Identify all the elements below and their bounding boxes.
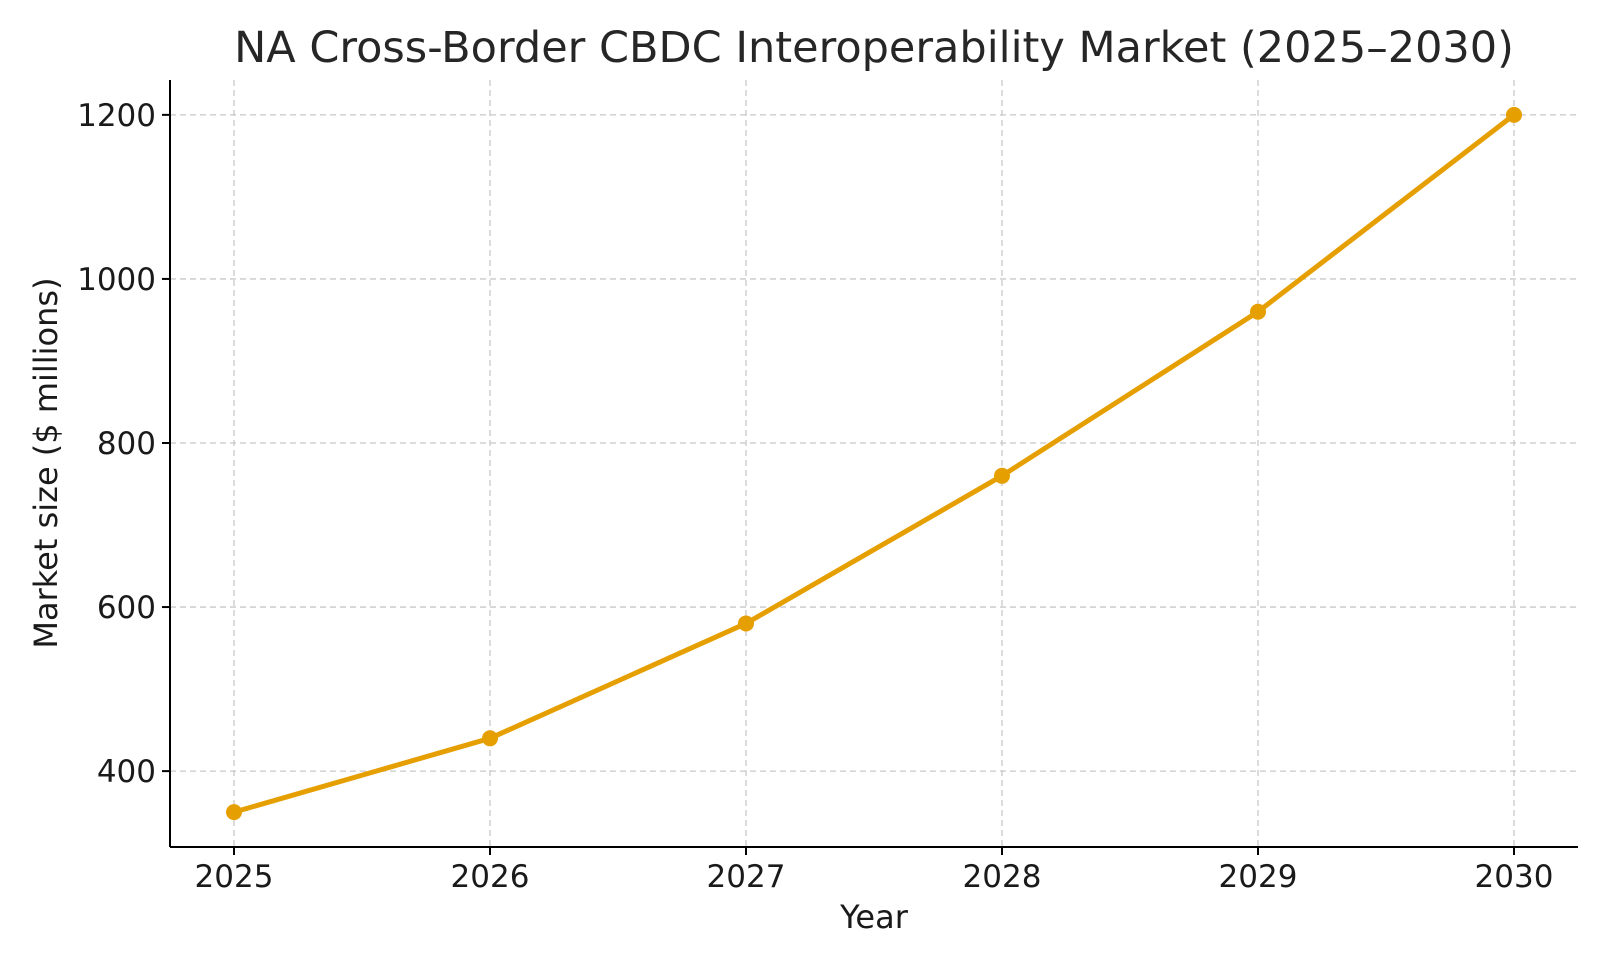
x-tick-label: 2028 (963, 859, 1042, 895)
y-tick-label: 400 (97, 754, 156, 790)
grid (170, 80, 1578, 847)
data-point (994, 467, 1010, 484)
data-point (1506, 106, 1522, 123)
x-tick-label: 2030 (1475, 859, 1554, 895)
x-tick-label: 2027 (707, 859, 786, 895)
x-axis-label: Year (839, 898, 909, 936)
ticks: 2025 2026 2027 2028 2029 2030 400 600 800 1000 120… (77, 98, 1553, 895)
data-point (482, 730, 498, 747)
x-tick-label: 2029 (1219, 859, 1298, 895)
series-line (231, 112, 1517, 815)
data-point (1250, 303, 1266, 320)
axes (169, 80, 1578, 848)
chart-title: NA Cross-Border CBDC Interoperability Ma… (234, 23, 1514, 73)
y-tick-label: 600 (97, 590, 156, 626)
y-axis-label: Market size ($ millions) (27, 277, 65, 648)
x-tick-label: 2026 (451, 859, 530, 895)
y-tick-label: 1000 (77, 262, 156, 298)
y-tick-label: 800 (97, 426, 156, 462)
data-point (738, 615, 754, 632)
data-point (226, 804, 242, 821)
x-tick-label: 2025 (195, 859, 274, 895)
y-tick-label: 1200 (77, 98, 156, 134)
series (226, 106, 1522, 821)
